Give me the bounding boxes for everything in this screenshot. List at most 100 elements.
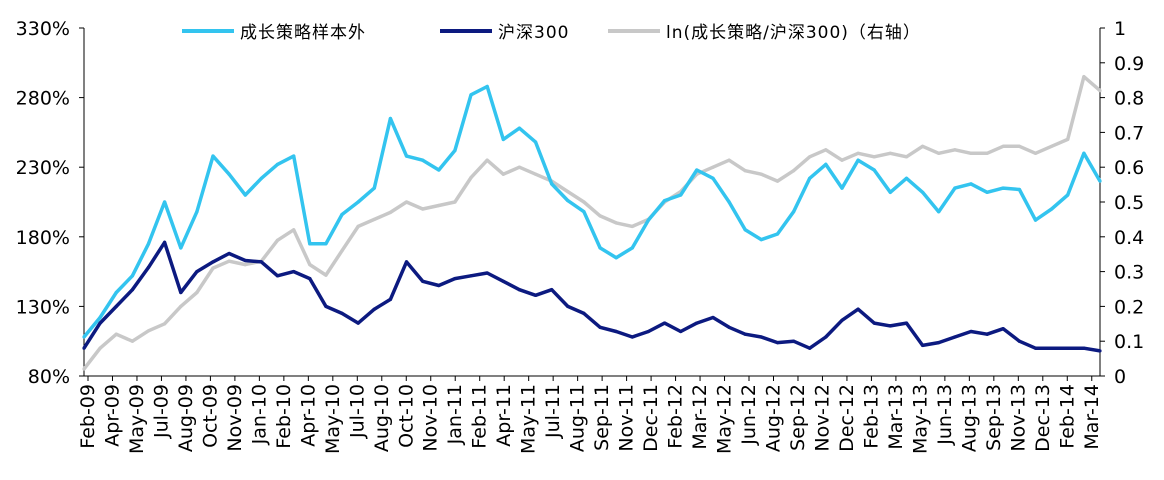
series-2-point — [517, 165, 522, 169]
series-2-point — [163, 322, 167, 326]
series-2-point — [614, 221, 618, 225]
series-0-point — [727, 200, 731, 204]
series-1-point — [1098, 349, 1102, 353]
x-tick-label: Aug-12 — [762, 384, 784, 452]
series-2-point — [453, 200, 457, 204]
y-right-tick-label: 0.4 — [1114, 227, 1144, 249]
series-2-point — [275, 238, 280, 242]
series-0-point — [388, 116, 392, 121]
x-tick-label: Dec-12 — [836, 384, 858, 452]
series-0-point — [130, 274, 134, 278]
x-tick-label: May-13 — [909, 384, 931, 454]
x-tick-label: May-10 — [322, 384, 344, 454]
series-1-point — [517, 288, 522, 292]
y-right-tick-label: 0.7 — [1114, 122, 1144, 144]
x-tick-label: Dec-13 — [1032, 384, 1054, 452]
series-1-point — [437, 283, 441, 288]
series-1-point — [824, 335, 828, 339]
y-right-tick-label: 0.6 — [1114, 157, 1144, 179]
series-1-point — [534, 293, 538, 297]
series-0-point — [372, 186, 376, 190]
series-1-point — [211, 260, 215, 264]
series-1-point — [308, 277, 312, 281]
x-tick-label: Jan-10 — [248, 384, 270, 445]
x-tick-label: Jul-11 — [542, 384, 564, 439]
series-1-point — [727, 325, 731, 329]
series-0-point — [808, 176, 812, 180]
series-0-point — [775, 232, 780, 236]
series-2-point — [437, 203, 441, 208]
series-2-point — [582, 200, 586, 204]
series-0-point — [501, 137, 505, 141]
series-1-point — [1001, 327, 1005, 331]
series-line-1 — [82, 240, 1101, 353]
y-right-tick-label: 0.1 — [1114, 331, 1144, 353]
series-1-point — [485, 271, 489, 275]
series-0-point — [1082, 151, 1086, 155]
x-tick-label: Mar-13 — [885, 384, 907, 450]
series-0-point — [953, 186, 957, 190]
series-0-point — [921, 190, 925, 194]
series-1-point — [404, 260, 409, 264]
y-right-tick-label: 0.2 — [1114, 296, 1144, 318]
series-2-point — [388, 210, 392, 214]
y-right-tick-label: 0.9 — [1114, 53, 1144, 75]
series-2-point — [501, 172, 505, 176]
x-tick-label: Feb-09 — [77, 384, 99, 449]
series-2-point — [808, 155, 812, 159]
series-2-point — [985, 151, 989, 155]
series-1-point — [695, 321, 699, 325]
series-1-point — [630, 335, 634, 339]
series-2-point — [1082, 75, 1086, 79]
series-2-point — [227, 259, 231, 263]
x-tick-label: Jun-12 — [738, 384, 760, 446]
series-1-point — [646, 329, 651, 334]
series-2-point — [340, 249, 344, 253]
series-1-point — [275, 274, 280, 278]
series-2-point — [114, 332, 118, 336]
series-2-point — [179, 304, 183, 308]
series-1-point — [114, 304, 118, 308]
x-tick-label: Jul-09 — [150, 384, 172, 439]
series-1-point — [340, 311, 344, 315]
series-0-point — [711, 176, 715, 180]
series-0-point — [275, 162, 280, 166]
series-0-point — [437, 168, 441, 172]
x-tick-label: Apr-11 — [493, 384, 515, 447]
series-0-point — [743, 228, 747, 232]
series-2-point — [937, 151, 941, 155]
series-0-point — [985, 190, 989, 194]
series-1-point — [921, 343, 925, 347]
series-0-point — [1098, 179, 1102, 183]
series-1-point — [1033, 346, 1038, 350]
x-tick-label: Sep-12 — [787, 384, 809, 451]
series-0-point — [566, 199, 570, 203]
series-0-point — [340, 212, 344, 217]
series-2-point — [969, 151, 973, 155]
series-2-point — [727, 158, 731, 162]
axes: 80% 130% 180% 230% 280% 330% 0 0.1 0.2 0.3 0.4 0.5 0… — [16, 18, 1145, 454]
series-line-2 — [82, 74, 1102, 371]
y-right-tick-label: 1 — [1114, 18, 1126, 40]
series-1-point — [711, 315, 715, 320]
x-tick-label: Feb-12 — [665, 384, 687, 449]
series-2-point — [1066, 137, 1070, 141]
series-0-point — [469, 93, 473, 97]
x-tick-label: Sep-11 — [591, 384, 613, 451]
y-left-tick-label: 330% — [16, 18, 70, 40]
series-2-point — [743, 169, 747, 173]
x-tick-label: Jun-13 — [934, 384, 956, 446]
series-1-point — [388, 297, 392, 301]
series-1-point — [356, 321, 360, 325]
series-0-point — [1033, 218, 1038, 222]
legend-label-2: ln(成长策略/沪深300)（右轴） — [666, 23, 921, 43]
series-1-point — [550, 288, 554, 292]
series-0-point — [1017, 187, 1022, 192]
series-2-point — [904, 155, 909, 159]
legend-label-1: 沪深300 — [498, 23, 569, 43]
series-2-point — [1098, 89, 1102, 93]
series-0-point — [179, 246, 183, 250]
series-0-point — [582, 210, 586, 214]
series-0-point — [824, 162, 828, 166]
